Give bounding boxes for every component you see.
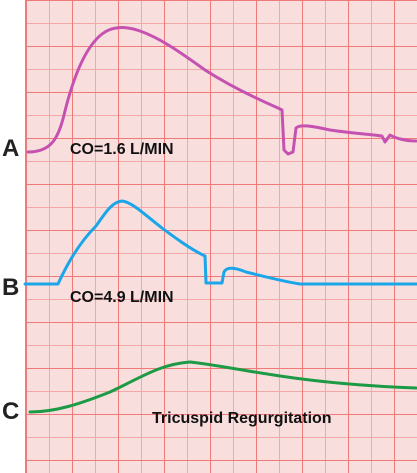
trace-label-c: C — [2, 398, 20, 425]
annotation-a: CO=1.6 L/MIN — [70, 141, 174, 158]
annotation-b: CO=4.9 L/MIN — [70, 289, 174, 306]
curve-b — [23, 199, 417, 286]
curve-c — [28, 360, 417, 414]
annotation-c: Tricuspid Regurgitation — [152, 410, 332, 427]
trace-label-a: A — [2, 135, 20, 162]
curve-a — [26, 26, 417, 156]
trace-label-b: B — [2, 274, 20, 301]
